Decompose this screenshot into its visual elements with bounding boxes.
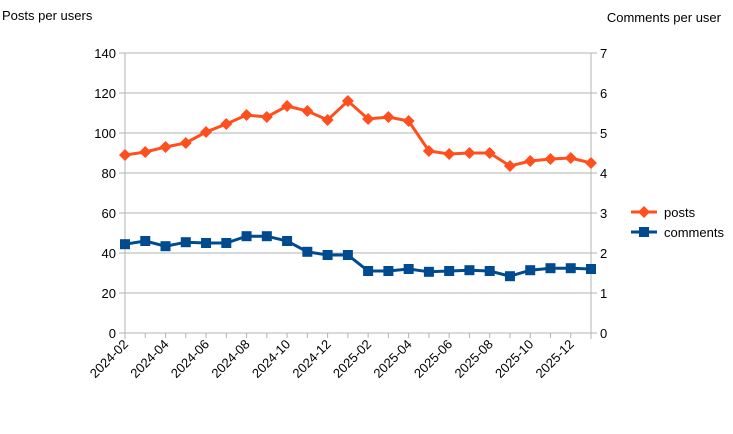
- legend-comments-marker: [639, 227, 649, 237]
- right-tick-label: 6: [600, 86, 607, 101]
- comments-point: [444, 266, 455, 276]
- comments-point: [241, 231, 252, 242]
- posts-point: [463, 147, 476, 159]
- posts-point: [483, 147, 496, 159]
- comments-point: [221, 238, 232, 248]
- comments-point: [565, 263, 576, 274]
- posts-point: [341, 95, 354, 107]
- comments-point: [363, 266, 374, 276]
- right-tick-label: 2: [600, 246, 607, 261]
- left-tick-label: 80: [102, 166, 116, 181]
- legend-posts-label: posts: [664, 205, 696, 220]
- posts-point: [260, 111, 273, 123]
- comments-point: [464, 265, 475, 276]
- x-tick-label: 2024-04: [127, 337, 171, 381]
- comments-point: [504, 271, 515, 282]
- comments-line: [124, 234, 592, 278]
- comments-point: [180, 237, 191, 248]
- left-axis-title: Posts per users: [2, 8, 93, 23]
- posts-point: [443, 148, 456, 160]
- posts-point: [119, 149, 131, 161]
- right-tick-label: 4: [600, 166, 607, 181]
- legend-posts-marker: [638, 206, 650, 218]
- x-tick-label: 2024-10: [249, 337, 293, 381]
- posts-point: [139, 146, 152, 158]
- x-tick-label: 2024-02: [87, 337, 131, 381]
- right-tick-label: 5: [600, 126, 607, 141]
- x-tick-label: 2025-02: [330, 337, 374, 381]
- posts-point: [301, 105, 314, 117]
- comments-point: [545, 263, 556, 274]
- right-tick-label: 0: [600, 326, 607, 341]
- comments-point: [586, 264, 596, 274]
- comments-point: [140, 236, 151, 246]
- legend-comments-label: comments: [664, 225, 724, 240]
- right-tick-label: 1: [600, 286, 607, 301]
- posts-point: [321, 114, 334, 126]
- left-tick-label: 140: [94, 46, 116, 61]
- comments-point: [342, 250, 353, 260]
- right-tick-label: 7: [600, 46, 607, 61]
- right-tick-label: 3: [600, 206, 607, 221]
- posts-point: [362, 113, 375, 125]
- left-tick-label: 20: [102, 286, 116, 301]
- comments-point: [423, 266, 434, 277]
- x-tick-label: 2025-08: [451, 337, 495, 381]
- posts-point: [422, 145, 435, 157]
- comments-point: [160, 241, 171, 252]
- comments-point: [322, 250, 333, 260]
- posts-point: [240, 109, 253, 121]
- left-tick-label: 120: [94, 86, 116, 101]
- posts-point: [159, 141, 172, 153]
- x-tick-label: 2025-04: [370, 337, 414, 381]
- x-tick-label: 2025-10: [492, 337, 536, 381]
- posts-point: [585, 157, 597, 169]
- comments-point: [383, 266, 394, 276]
- left-tick-label: 0: [109, 326, 116, 341]
- comments-point: [484, 266, 495, 276]
- comments-point: [525, 265, 536, 276]
- posts-point: [179, 137, 192, 149]
- posts-point: [524, 155, 537, 167]
- left-tick-label: 40: [102, 246, 116, 261]
- x-tick-label: 2024-06: [168, 337, 212, 381]
- comments-point: [201, 238, 212, 248]
- x-tick-label: 2025-06: [411, 337, 455, 381]
- posts-point: [503, 160, 516, 172]
- comments-point: [302, 246, 313, 257]
- x-tick-label: 2025-12: [533, 337, 577, 381]
- posts-point: [564, 152, 577, 164]
- comments-point: [120, 239, 130, 250]
- comments-point: [282, 236, 293, 246]
- x-tick-label: 2024-08: [208, 337, 252, 381]
- left-tick-label: 60: [102, 206, 116, 221]
- posts-point: [220, 118, 233, 130]
- posts-point: [402, 115, 415, 127]
- comments-point: [261, 231, 272, 242]
- posts-point: [281, 100, 294, 112]
- comments-point: [403, 264, 414, 274]
- posts-point: [200, 126, 213, 138]
- left-tick-label: 100: [94, 126, 116, 141]
- x-tick-label: 2024-12: [289, 337, 333, 381]
- posts-point: [382, 111, 395, 123]
- right-axis-title: Comments per user: [607, 10, 722, 25]
- posts-point: [544, 153, 557, 165]
